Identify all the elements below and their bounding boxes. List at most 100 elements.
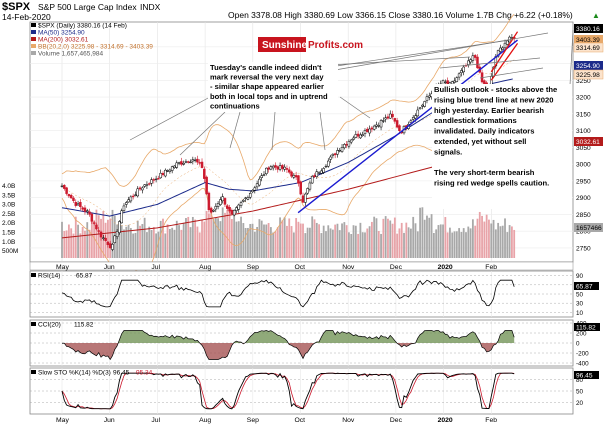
annotation-line: - similar shape appeared earlier — [210, 82, 324, 91]
rsi-legend-value: 65.87 — [76, 273, 93, 280]
candle-body — [418, 107, 422, 110]
volume-bar — [437, 225, 440, 258]
candle-body — [276, 166, 280, 170]
price-badges: 3380.16 3403.39 3314.69 3254.90 3225.98 … — [573, 24, 604, 232]
annotation-line: rising blue trend line at new 2020 — [434, 95, 553, 104]
badge-bb-lower: 3225.98 — [576, 72, 600, 79]
candle-body — [338, 149, 341, 152]
candle-body — [329, 156, 332, 160]
candle-body — [368, 128, 371, 134]
volume-bar — [67, 224, 70, 258]
candlesticks — [60, 34, 516, 252]
volume-bar — [387, 218, 389, 258]
candle-body — [253, 187, 257, 191]
volume-bar — [263, 224, 265, 258]
volume-bar — [102, 211, 105, 258]
volume-bar — [391, 223, 394, 258]
candle-body — [79, 201, 82, 208]
annotation-line: Bullish outlook - stocks above the — [434, 85, 557, 94]
sto-badge-k: 96.45 — [576, 373, 593, 380]
candle-body — [138, 187, 142, 190]
candle-body — [469, 59, 472, 63]
month-label-bottom: Feb — [485, 417, 497, 424]
volume-bar — [233, 213, 236, 258]
annotation-line: continuations — [210, 101, 260, 110]
candle-body — [287, 169, 291, 173]
volume-bar — [150, 229, 153, 258]
price-tick-label: 3100 — [576, 128, 591, 135]
annotation-left-text: Tuesday's candle indeed didn't mark rever… — [210, 63, 328, 110]
candle-body — [409, 120, 413, 123]
price-tick-label: 3200 — [576, 95, 591, 102]
exchange: INDX — [140, 2, 161, 12]
volume-bar — [214, 217, 217, 258]
candle-body — [359, 134, 362, 139]
volume-bar — [61, 221, 63, 258]
candle-body — [274, 165, 277, 168]
volume-bar — [244, 227, 247, 258]
volume-bar — [205, 210, 208, 258]
month-label: Oct — [295, 264, 306, 271]
candle-body — [320, 170, 323, 174]
volume-bar — [123, 229, 125, 258]
price-tick-label: 3250 — [576, 78, 591, 85]
volume-bar — [488, 219, 490, 258]
volume-bar — [295, 218, 298, 258]
month-label-bottom: May — [56, 417, 69, 424]
volume-bar — [348, 232, 350, 258]
price-tick-label: 2850 — [576, 212, 591, 219]
month-axis-bottom: May Jun Jul Aug Sep Oct Nov Dec 2020 Feb — [56, 417, 497, 424]
indicator-tick-label: 20 — [576, 400, 584, 407]
volume-bar — [396, 233, 399, 258]
candle-body — [375, 124, 378, 127]
price-tick-label: 2950 — [576, 178, 591, 185]
volume-bar — [297, 221, 300, 258]
candle-body — [95, 224, 98, 230]
indicator-tick-label: 50 — [576, 291, 584, 298]
volume-bar — [352, 225, 355, 258]
month-label-bottom: Sep — [247, 417, 259, 424]
volume-tick-label: 3.5B — [2, 192, 15, 199]
candle-body — [343, 144, 346, 149]
volume-bar — [453, 231, 456, 258]
volume-bar — [481, 215, 483, 258]
volume-tick-label: 1.5B — [2, 230, 15, 237]
volume-bar — [403, 232, 405, 258]
candle-body — [189, 161, 192, 164]
volume-bar — [421, 207, 424, 258]
candle-body — [306, 188, 309, 194]
volume-bar — [251, 223, 254, 258]
volume-bar — [485, 214, 488, 258]
month-label: 2020 — [438, 264, 453, 271]
volume-bar — [168, 228, 171, 258]
volume-bar — [366, 228, 369, 258]
volume-bar — [430, 214, 433, 258]
candle-body — [74, 202, 78, 206]
volume-bar — [272, 232, 275, 258]
price-tick-label: 2800 — [576, 229, 591, 236]
volume-bar — [444, 217, 447, 258]
volume-bar — [336, 223, 339, 258]
candle-body — [510, 37, 514, 39]
month-label: May — [56, 264, 69, 271]
volume-bar — [497, 222, 500, 258]
volume-bar — [93, 220, 96, 258]
volume-bar — [155, 233, 158, 258]
candle-body — [129, 196, 133, 202]
volume-tick-label: 500M — [2, 248, 18, 255]
volume-bar — [504, 218, 506, 258]
rsi-line — [61, 279, 515, 308]
indicator-tick-label: 90 — [576, 273, 584, 280]
volume-bar — [88, 229, 91, 258]
volume-bar — [198, 232, 201, 258]
rsi-legend: RSI(14) 65.87 65.87 — [31, 273, 599, 291]
candle-body — [501, 47, 504, 50]
volume-bar — [180, 229, 183, 258]
candle-body — [349, 139, 353, 143]
candle-body — [175, 162, 179, 168]
candle-body — [382, 120, 385, 122]
annotation-line: Tuesday's candle indeed didn't — [210, 63, 322, 72]
callout-lines — [129, 29, 574, 156]
volume-bar — [109, 218, 112, 258]
volume-bar — [313, 219, 316, 258]
